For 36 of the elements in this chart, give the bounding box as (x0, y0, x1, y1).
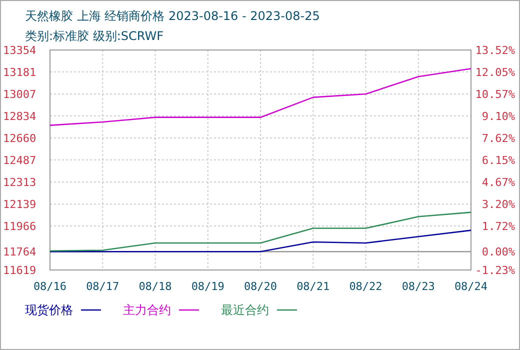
x-tick-label: 08/24 (454, 280, 488, 293)
y-tick-label: 11764 (3, 246, 36, 259)
y2-tick-label: 1.72% (482, 220, 516, 233)
x-tick-label: 08/18 (138, 280, 172, 293)
x-tick-label: 08/21 (296, 280, 330, 293)
x-tick-label: 08/19 (191, 280, 224, 293)
y-tick-label: 12313 (3, 176, 36, 189)
y2-tick-label: 12.05% (475, 66, 516, 79)
y-tick-label: 13181 (3, 66, 36, 79)
y-tick-label: 12487 (3, 154, 36, 167)
y-tick-label: 13354 (3, 44, 36, 57)
legend-label: 最近合约 (221, 303, 269, 317)
y-tick-label: 13007 (3, 88, 36, 101)
y2-tick-label: 6.15% (482, 154, 516, 167)
y2-tick-label: 13.52% (475, 44, 516, 57)
chart-title: 天然橡胶 上海 经销商价格 2023-08-16 - 2023-08-25 (25, 9, 320, 23)
y2-tick-label: 7.62% (482, 132, 516, 145)
y-tick-label: 11966 (3, 220, 36, 233)
y-tick-label: 12834 (3, 110, 36, 123)
y2-tick-label: 0.00% (482, 246, 516, 259)
x-tick-label: 08/16 (33, 280, 67, 293)
y-tick-label: 12660 (3, 132, 36, 145)
y2-tick-label: -1.23% (475, 264, 516, 277)
y2-tick-label: 10.57% (475, 88, 516, 101)
x-tick-label: 08/22 (349, 280, 382, 293)
y-tick-label: 12139 (3, 198, 36, 212)
x-tick-label: 08/20 (244, 280, 278, 293)
x-tick-label: 08/23 (402, 280, 435, 293)
y-tick-label: 11619 (3, 264, 36, 277)
legend-label: 主力合约 (123, 303, 171, 317)
chart-subtitle: 类别:标准胶 级别:SCRWF (25, 29, 164, 43)
y2-tick-label: 9.10% (482, 110, 516, 123)
y2-tick-label: 4.67% (482, 176, 516, 189)
y2-tick-label: 3.20% (482, 198, 516, 211)
x-tick-label: 08/17 (86, 280, 120, 293)
legend-label: 现货价格 (25, 303, 73, 317)
